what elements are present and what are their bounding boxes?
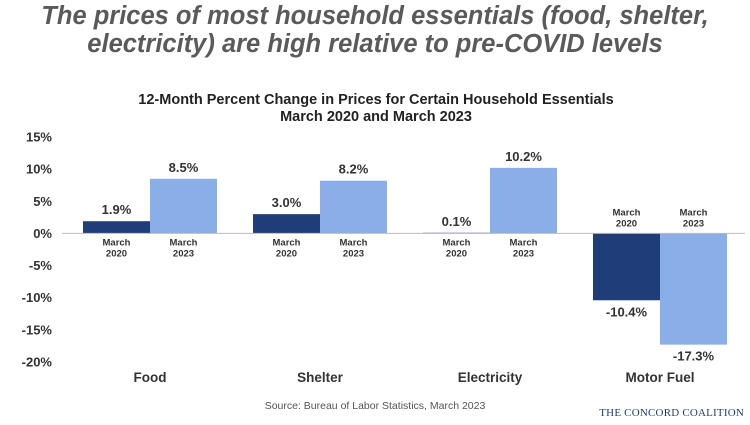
y-tick-label: 10% (26, 162, 52, 177)
chart-subtitle: March 2020 and March 2023 (280, 109, 472, 125)
y-tick-label: 0% (33, 226, 52, 241)
series-label: March (443, 237, 471, 248)
chart-title: 12-Month Percent Change in Prices for Ce… (138, 92, 613, 108)
series-label: 2023 (683, 218, 704, 229)
y-axis: 15% 10% 5% 0% -5% -10% -15% -20% (22, 130, 53, 370)
bar-march-2023 (490, 167, 557, 234)
concord-coalition-logo: THE CONCORD COALITION (599, 407, 744, 419)
headline-line-1: The prices of most household essentials … (41, 2, 709, 30)
bar-march-2020 (83, 221, 150, 234)
data-label: 10.2% (505, 149, 542, 164)
series-label: 2023 (173, 248, 194, 259)
series-label: 2023 (343, 248, 364, 259)
headline: The prices of most household essentials … (0, 2, 750, 58)
bar-march-2020 (593, 233, 660, 301)
series-label: 2020 (276, 248, 297, 259)
bar-march-2023 (660, 233, 727, 345)
bar-march-2020 (253, 214, 320, 234)
category-label: Shelter (297, 370, 344, 385)
data-label: 1.9% (102, 202, 132, 217)
data-label: -10.4% (606, 304, 648, 319)
y-tick-label: 5% (33, 194, 52, 209)
category-label: Motor Fuel (626, 370, 695, 385)
series-label: March (613, 207, 641, 218)
series-label: March (340, 237, 368, 248)
data-label: 8.5% (169, 160, 199, 175)
y-tick-label: -20% (22, 355, 53, 370)
series-label: 2020 (106, 248, 127, 259)
headline-line-2: electricity) are high relative to pre-CO… (87, 30, 663, 58)
data-label: 3.0% (272, 195, 302, 210)
data-label: 0.1% (442, 214, 472, 229)
x-axis: Food Shelter Electricity Motor Fuel (134, 370, 695, 385)
y-tick-label: 15% (26, 130, 52, 145)
series-label: March (170, 237, 198, 248)
data-labels: 1.9%March20208.5%March20233.0%March20208… (102, 149, 715, 364)
y-tick-label: -15% (22, 322, 53, 337)
data-label: -17.3% (673, 349, 715, 364)
series-label: March (510, 237, 538, 248)
series-label: 2020 (616, 218, 637, 229)
bar-chart: 12-Month Percent Change in Prices for Ce… (22, 92, 745, 385)
category-label: Food (134, 370, 167, 385)
data-label: 8.2% (339, 162, 369, 177)
bar-march-2023 (320, 180, 387, 234)
series-label: 2023 (513, 248, 534, 259)
y-tick-label: -10% (22, 290, 53, 305)
series-label: March (273, 237, 301, 248)
source-note: Source: Bureau of Labor Statistics, Marc… (264, 400, 486, 412)
series-label: March (103, 237, 131, 248)
series-label: 2020 (446, 248, 467, 259)
category-label: Electricity (458, 370, 523, 385)
y-tick-label: -5% (29, 258, 53, 273)
bar-march-2023 (150, 178, 217, 234)
series-label: March (680, 207, 708, 218)
bars (83, 167, 727, 345)
